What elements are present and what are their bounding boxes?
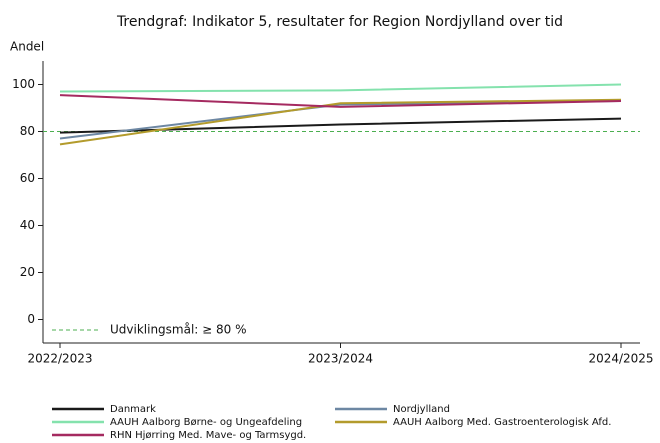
chart-title: Trendgraf: Indikator 5, resultater for R… <box>116 14 563 30</box>
y-tick-label: 20 <box>20 265 35 279</box>
y-tick-label: 60 <box>20 171 35 185</box>
reference-label: Udviklingsmål: ≥ 80 % <box>110 323 247 337</box>
legend-label: Danmark <box>110 404 156 415</box>
y-tick-label: 100 <box>12 77 35 91</box>
x-tick-label: 2024/2025 <box>588 352 653 366</box>
legend-label: Nordjylland <box>393 404 450 415</box>
legend-label: AAUH Aalborg Børne- og Ungeafdeling <box>110 417 302 428</box>
y-axis-label: Andel <box>10 40 44 54</box>
x-tick-label: 2023/2024 <box>308 352 373 366</box>
legend-label: AAUH Aalborg Med. Gastroenterologisk Afd… <box>393 417 611 428</box>
y-tick-label: 80 <box>20 124 35 138</box>
legend-label: RHN Hjørring Med. Mave- og Tarmsygd. <box>110 430 306 441</box>
y-tick-label: 40 <box>20 218 35 232</box>
series-line <box>59 117 622 134</box>
series-line <box>59 98 622 146</box>
y-tick-label: 0 <box>27 312 35 326</box>
series-line <box>59 83 622 93</box>
series-line <box>59 94 622 108</box>
x-tick-label: 2022/2023 <box>27 352 92 366</box>
